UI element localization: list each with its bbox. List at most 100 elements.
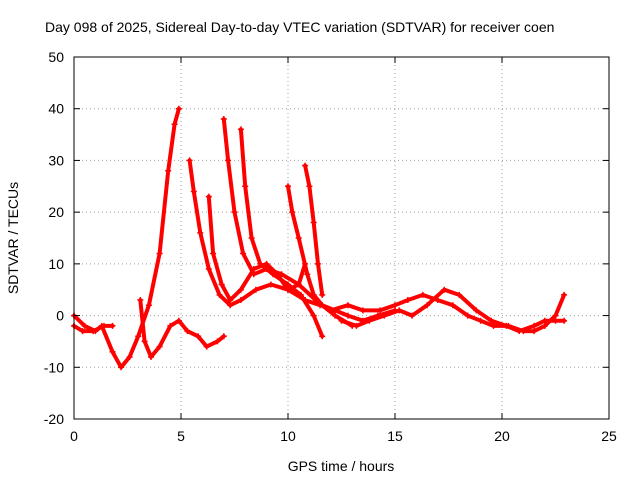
series-layer bbox=[71, 105, 568, 371]
data-point-marker bbox=[205, 266, 212, 273]
data-point-marker bbox=[285, 286, 291, 293]
data-point-marker bbox=[197, 229, 204, 236]
data-point-marker bbox=[220, 116, 227, 123]
x-tick-label: 25 bbox=[601, 428, 617, 444]
data-point-marker bbox=[304, 271, 311, 278]
data-point-marker bbox=[490, 322, 497, 329]
series-sat-b bbox=[137, 297, 227, 360]
y-tick-label: 0 bbox=[56, 308, 64, 324]
x-tick-label: 20 bbox=[494, 428, 510, 444]
data-point-marker bbox=[109, 322, 116, 329]
data-point-marker bbox=[561, 317, 568, 324]
data-point-marker bbox=[332, 312, 339, 319]
data-point-marker bbox=[310, 219, 317, 226]
data-point-marker bbox=[220, 333, 227, 340]
plot-frame bbox=[73, 56, 610, 420]
data-point-marker bbox=[359, 307, 366, 314]
data-point-marker bbox=[419, 291, 426, 298]
series-sat-h bbox=[302, 162, 326, 298]
data-point-marker bbox=[250, 266, 257, 273]
data-point-marker bbox=[516, 328, 523, 335]
data-point-marker bbox=[137, 297, 144, 304]
data-point-marker bbox=[90, 328, 97, 335]
series-sat-i bbox=[327, 291, 568, 335]
data-point-marker bbox=[366, 317, 373, 324]
data-point-marker bbox=[353, 322, 360, 329]
data-point-marker bbox=[344, 312, 351, 319]
data-point-marker bbox=[302, 162, 309, 169]
data-point-marker bbox=[552, 312, 559, 319]
data-point-marker bbox=[79, 328, 86, 335]
data-point-marker bbox=[295, 235, 302, 241]
data-point-marker bbox=[310, 312, 317, 319]
data-point-marker bbox=[531, 322, 538, 329]
x-tick-label: 10 bbox=[280, 428, 296, 444]
data-point-marker bbox=[242, 183, 249, 190]
series-sat-e bbox=[237, 126, 326, 340]
x-tick-label: 0 bbox=[70, 428, 78, 444]
data-point-marker bbox=[319, 302, 326, 309]
data-point-marker bbox=[141, 338, 148, 345]
grid bbox=[74, 57, 609, 419]
data-point-marker bbox=[338, 317, 345, 324]
data-point-marker bbox=[306, 183, 313, 190]
data-point-marker bbox=[227, 302, 234, 309]
data-point-marker bbox=[441, 286, 448, 293]
ticks: 0 5 10 15 20 25 -20 -10 0 10 20 30 40 50 bbox=[44, 49, 617, 444]
data-point-marker bbox=[404, 297, 411, 304]
y-tick-label: 40 bbox=[48, 101, 64, 117]
data-point-marker bbox=[295, 281, 302, 288]
data-point-marker bbox=[267, 281, 274, 288]
data-point-marker bbox=[263, 260, 270, 267]
data-point-marker bbox=[477, 317, 484, 324]
x-tick-label: 15 bbox=[387, 428, 403, 444]
series-line bbox=[187, 158, 323, 308]
chart-title: Day 098 of 2025, Sidereal Day-to-day VTE… bbox=[45, 19, 554, 35]
data-point-marker bbox=[488, 317, 495, 324]
data-point-marker bbox=[248, 235, 255, 241]
data-point-marker bbox=[319, 291, 326, 298]
y-axis-label: SDTVAR / TECUs bbox=[5, 182, 21, 294]
data-point-marker bbox=[195, 333, 202, 340]
data-point-marker bbox=[225, 157, 232, 164]
data-point-marker bbox=[145, 302, 152, 309]
data-point-marker bbox=[381, 312, 388, 319]
data-point-marker bbox=[227, 297, 234, 304]
data-point-marker bbox=[561, 291, 568, 298]
data-point-marker bbox=[327, 307, 334, 314]
data-point-marker bbox=[240, 250, 247, 257]
data-point-marker bbox=[184, 328, 191, 335]
y-tick-label: 50 bbox=[48, 49, 64, 65]
data-point-marker bbox=[210, 250, 217, 257]
data-point-marker bbox=[171, 121, 178, 128]
y-tick-label: -10 bbox=[44, 359, 64, 375]
y-tick-label: 10 bbox=[48, 256, 64, 272]
data-point-marker bbox=[503, 322, 510, 329]
data-point-marker bbox=[344, 302, 351, 309]
data-point-marker bbox=[531, 328, 538, 335]
data-point-marker bbox=[216, 291, 223, 298]
data-point-marker bbox=[314, 260, 321, 267]
data-point-marker bbox=[541, 317, 548, 324]
data-point-marker bbox=[175, 317, 182, 324]
x-axis-label: GPS time / hours bbox=[288, 458, 395, 474]
data-point-marker bbox=[135, 333, 142, 340]
data-point-marker bbox=[126, 353, 133, 360]
data-point-marker bbox=[310, 291, 317, 298]
data-point-marker bbox=[285, 183, 291, 190]
data-point-marker bbox=[237, 126, 244, 133]
data-point-marker bbox=[81, 322, 88, 329]
data-point-marker bbox=[165, 167, 172, 174]
data-point-marker bbox=[190, 188, 197, 195]
data-point-marker bbox=[237, 297, 244, 304]
data-point-marker bbox=[464, 312, 471, 319]
data-point-marker bbox=[156, 250, 163, 257]
series-sat-k bbox=[71, 322, 116, 335]
data-point-marker bbox=[203, 343, 210, 350]
data-point-marker bbox=[552, 317, 559, 324]
data-point-marker bbox=[289, 209, 296, 216]
data-point-marker bbox=[377, 307, 384, 314]
data-point-marker bbox=[424, 302, 431, 309]
data-point-marker bbox=[473, 307, 480, 314]
x-tick-label: 5 bbox=[177, 428, 185, 444]
